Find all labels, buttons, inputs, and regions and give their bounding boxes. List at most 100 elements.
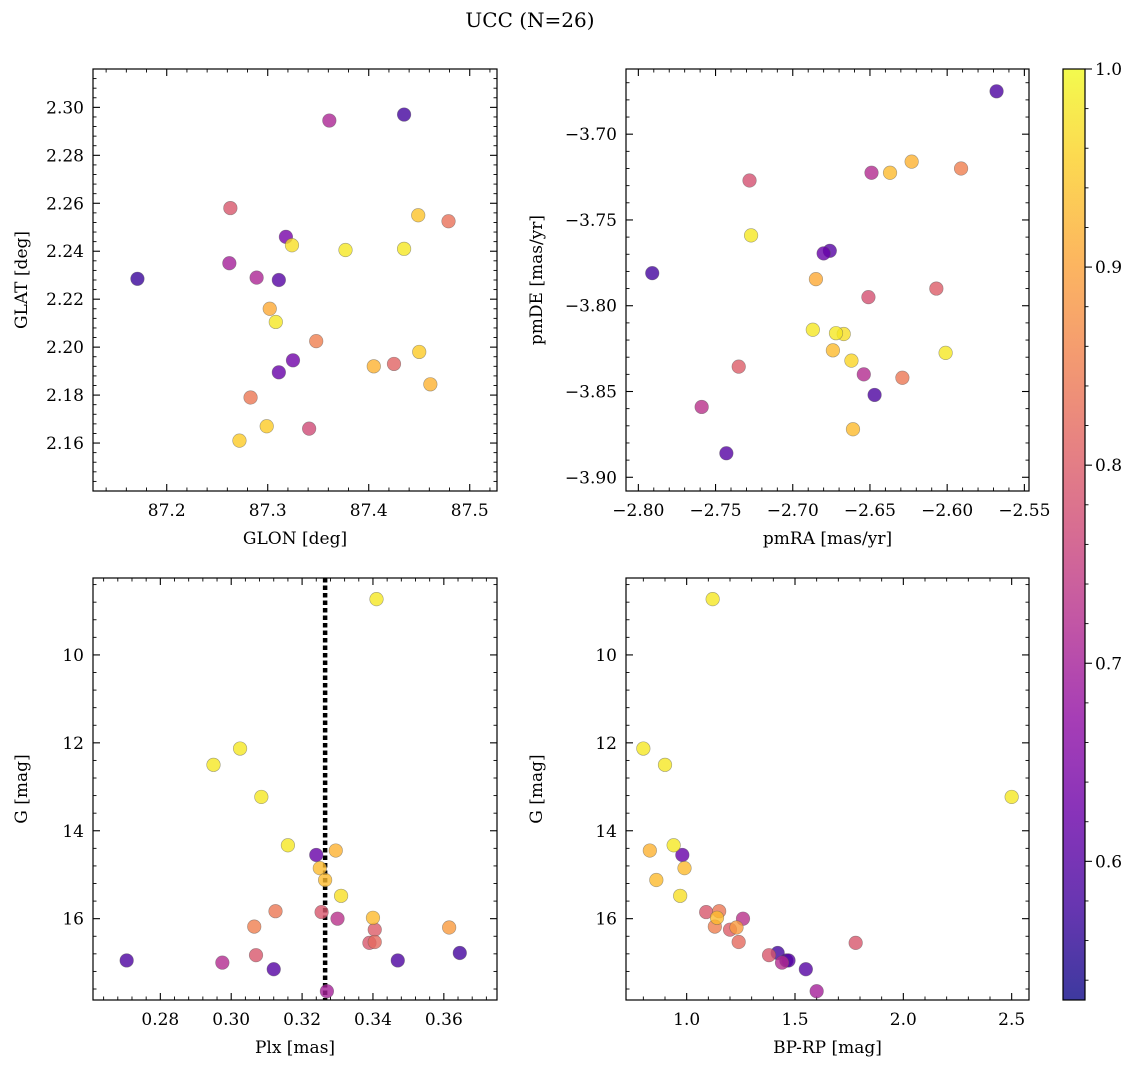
panel-glon-glat: 87.2 87.3 87.4 87.5 2.16 2.18 2.20 2.22 2.24 2.26… [12, 68, 498, 549]
data-point [938, 345, 953, 361]
data-point [805, 322, 820, 337]
data-point [396, 107, 412, 122]
data-point [742, 173, 757, 188]
data-point [222, 256, 237, 271]
data-point [673, 888, 688, 903]
data-point [309, 847, 324, 863]
data-point [867, 387, 882, 403]
data-point [330, 911, 345, 926]
data-point [666, 838, 681, 853]
x-tick-label: −2.75 [690, 501, 742, 521]
data-point [271, 365, 286, 380]
data-point [856, 367, 871, 382]
data-point [271, 272, 286, 288]
colorbar-tick-label: 0.6 [1095, 852, 1122, 872]
data-point [365, 910, 381, 925]
y-tick-label: 10 [595, 646, 617, 666]
data-point [268, 904, 283, 919]
x-tick-label: 0.36 [425, 1010, 463, 1030]
data-point [268, 314, 283, 330]
data-point [248, 948, 264, 963]
data-point [312, 861, 327, 876]
data-point [254, 789, 269, 805]
data-point [809, 984, 824, 999]
axes-frame [625, 68, 1030, 492]
data-point [215, 955, 230, 970]
data-point [412, 344, 427, 360]
x-tick-label: 0.30 [212, 1010, 250, 1030]
y-tick-label: 16 [62, 910, 84, 930]
scatter-points [130, 107, 456, 448]
y-axis-label: pmDE [mas/yr] [527, 215, 547, 345]
y-tick-label: −3.85 [565, 383, 617, 403]
data-point [904, 154, 919, 169]
x-tick-label: −2.55 [998, 501, 1050, 521]
data-point [396, 241, 412, 256]
data-point [328, 843, 343, 858]
data-point [318, 872, 333, 888]
x-axis-label: Plx [mas] [255, 1038, 335, 1058]
data-point [677, 861, 692, 876]
panel-pmra-pmde: −2.80 −2.75 −2.70 −2.65 −2.60 −2.55 −3.90 −3.85… [527, 68, 1050, 549]
x-tick-label: 87.5 [451, 501, 489, 521]
data-point [367, 922, 382, 937]
x-tick-label: 1.5 [781, 1010, 808, 1030]
x-axis-label: GLON [deg] [243, 529, 347, 549]
data-point [828, 326, 844, 341]
scatter-points [119, 591, 467, 999]
y-tick-label: −3.75 [565, 211, 617, 231]
data-point [285, 353, 301, 368]
data-point [808, 272, 824, 287]
x-tick-label: 0.28 [141, 1010, 179, 1030]
data-point [411, 208, 426, 223]
axes-frame [92, 577, 498, 1001]
data-point [262, 301, 277, 316]
data-point [825, 343, 841, 358]
data-point [319, 984, 334, 999]
data-point [953, 161, 969, 176]
data-point [861, 290, 876, 305]
data-point [642, 843, 657, 858]
data-point [247, 919, 262, 934]
y-axis-label: GLAT [deg] [12, 231, 32, 329]
data-point [452, 945, 467, 961]
data-point [232, 433, 247, 448]
data-point [705, 591, 720, 607]
data-point [929, 281, 944, 296]
data-point [636, 741, 651, 756]
data-point [989, 84, 1004, 99]
data-point [314, 904, 329, 920]
panel-color-magnitude: 1.0 1.5 2.0 2.5 10 12 14 16 BP-RP [mag] G [mag] [527, 577, 1030, 1058]
data-point [322, 113, 337, 128]
y-tick-label: 10 [62, 646, 84, 666]
x-tick-label: 1.0 [673, 1010, 700, 1030]
colorbar: 0.6 0.7 0.8 0.9 1.0 [1062, 60, 1122, 1001]
data-point [694, 399, 709, 415]
y-tick-label: 2.26 [46, 194, 84, 214]
data-point [423, 377, 438, 392]
y-tick-label: 2.24 [46, 242, 84, 262]
y-tick-label: 12 [595, 734, 617, 754]
y-tick-label: 2.30 [46, 98, 84, 118]
data-point [709, 910, 725, 925]
data-point [774, 955, 790, 970]
y-tick-label: 2.18 [46, 386, 84, 406]
x-tick-label: −2.70 [767, 501, 819, 521]
x-axis-label: BP-RP [mag] [773, 1038, 882, 1058]
data-point [302, 421, 317, 436]
data-point [369, 591, 384, 607]
data-point [719, 446, 734, 461]
data-point [119, 953, 134, 968]
data-point [848, 935, 863, 950]
data-point [390, 953, 405, 968]
data-point [333, 888, 349, 903]
x-tick-label: 2.0 [890, 1010, 917, 1030]
axes-frame [92, 68, 498, 492]
data-point [284, 238, 300, 253]
data-point [442, 920, 457, 935]
data-point [1004, 789, 1019, 805]
x-tick-label: 2.5 [998, 1010, 1025, 1030]
x-axis-label: pmRA [mas/yr] [763, 529, 892, 549]
y-tick-label: −3.80 [565, 297, 617, 317]
